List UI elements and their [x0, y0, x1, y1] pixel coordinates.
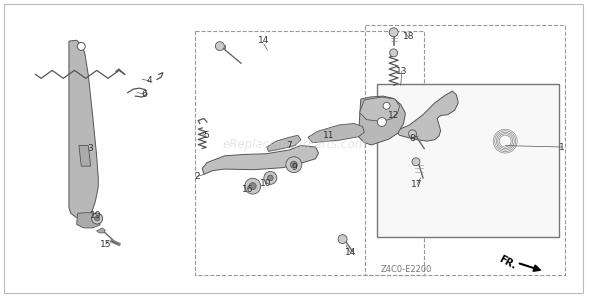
- Circle shape: [215, 42, 224, 50]
- Polygon shape: [308, 124, 364, 143]
- Text: 13: 13: [396, 67, 408, 76]
- Polygon shape: [217, 45, 225, 48]
- Text: 7: 7: [286, 141, 292, 150]
- Circle shape: [91, 213, 103, 224]
- Text: 2: 2: [194, 172, 200, 181]
- Text: 12: 12: [388, 111, 399, 120]
- Polygon shape: [97, 228, 106, 233]
- Circle shape: [408, 130, 417, 138]
- Bar: [365, 25, 565, 275]
- Text: 14: 14: [345, 249, 356, 257]
- Polygon shape: [359, 97, 399, 121]
- Text: Z4C0-E2200: Z4C0-E2200: [380, 265, 431, 274]
- Circle shape: [94, 216, 100, 221]
- Circle shape: [286, 157, 302, 173]
- Text: 4: 4: [146, 76, 152, 85]
- Text: 11: 11: [323, 131, 335, 140]
- Bar: [377, 84, 559, 237]
- Circle shape: [290, 161, 297, 168]
- Polygon shape: [69, 40, 99, 219]
- Circle shape: [383, 102, 390, 109]
- Text: 19: 19: [90, 211, 101, 220]
- Text: 10: 10: [260, 179, 271, 188]
- Circle shape: [264, 171, 277, 184]
- Circle shape: [378, 118, 386, 127]
- Polygon shape: [202, 146, 319, 174]
- Polygon shape: [396, 91, 458, 141]
- Circle shape: [245, 178, 261, 194]
- Text: eReplacementParts.com: eReplacementParts.com: [223, 138, 367, 151]
- Circle shape: [389, 28, 398, 37]
- Polygon shape: [358, 96, 405, 145]
- Bar: [195, 31, 424, 275]
- Text: 18: 18: [402, 32, 414, 41]
- Text: 3: 3: [88, 144, 94, 153]
- Text: 6: 6: [141, 90, 147, 99]
- Circle shape: [77, 42, 85, 50]
- Text: 15: 15: [100, 240, 112, 249]
- Polygon shape: [267, 135, 301, 151]
- Circle shape: [267, 175, 273, 181]
- Text: 16: 16: [242, 185, 254, 194]
- Circle shape: [412, 158, 420, 166]
- Text: 1: 1: [559, 143, 565, 151]
- Polygon shape: [77, 213, 100, 228]
- Text: 17: 17: [411, 180, 423, 189]
- Polygon shape: [79, 146, 91, 166]
- Circle shape: [389, 49, 398, 57]
- Text: 14: 14: [258, 36, 270, 45]
- Text: 5: 5: [203, 131, 209, 140]
- Text: FR.: FR.: [497, 254, 518, 271]
- Text: 9: 9: [291, 163, 297, 172]
- Circle shape: [338, 235, 347, 244]
- Circle shape: [249, 183, 256, 189]
- Text: 8: 8: [409, 134, 415, 143]
